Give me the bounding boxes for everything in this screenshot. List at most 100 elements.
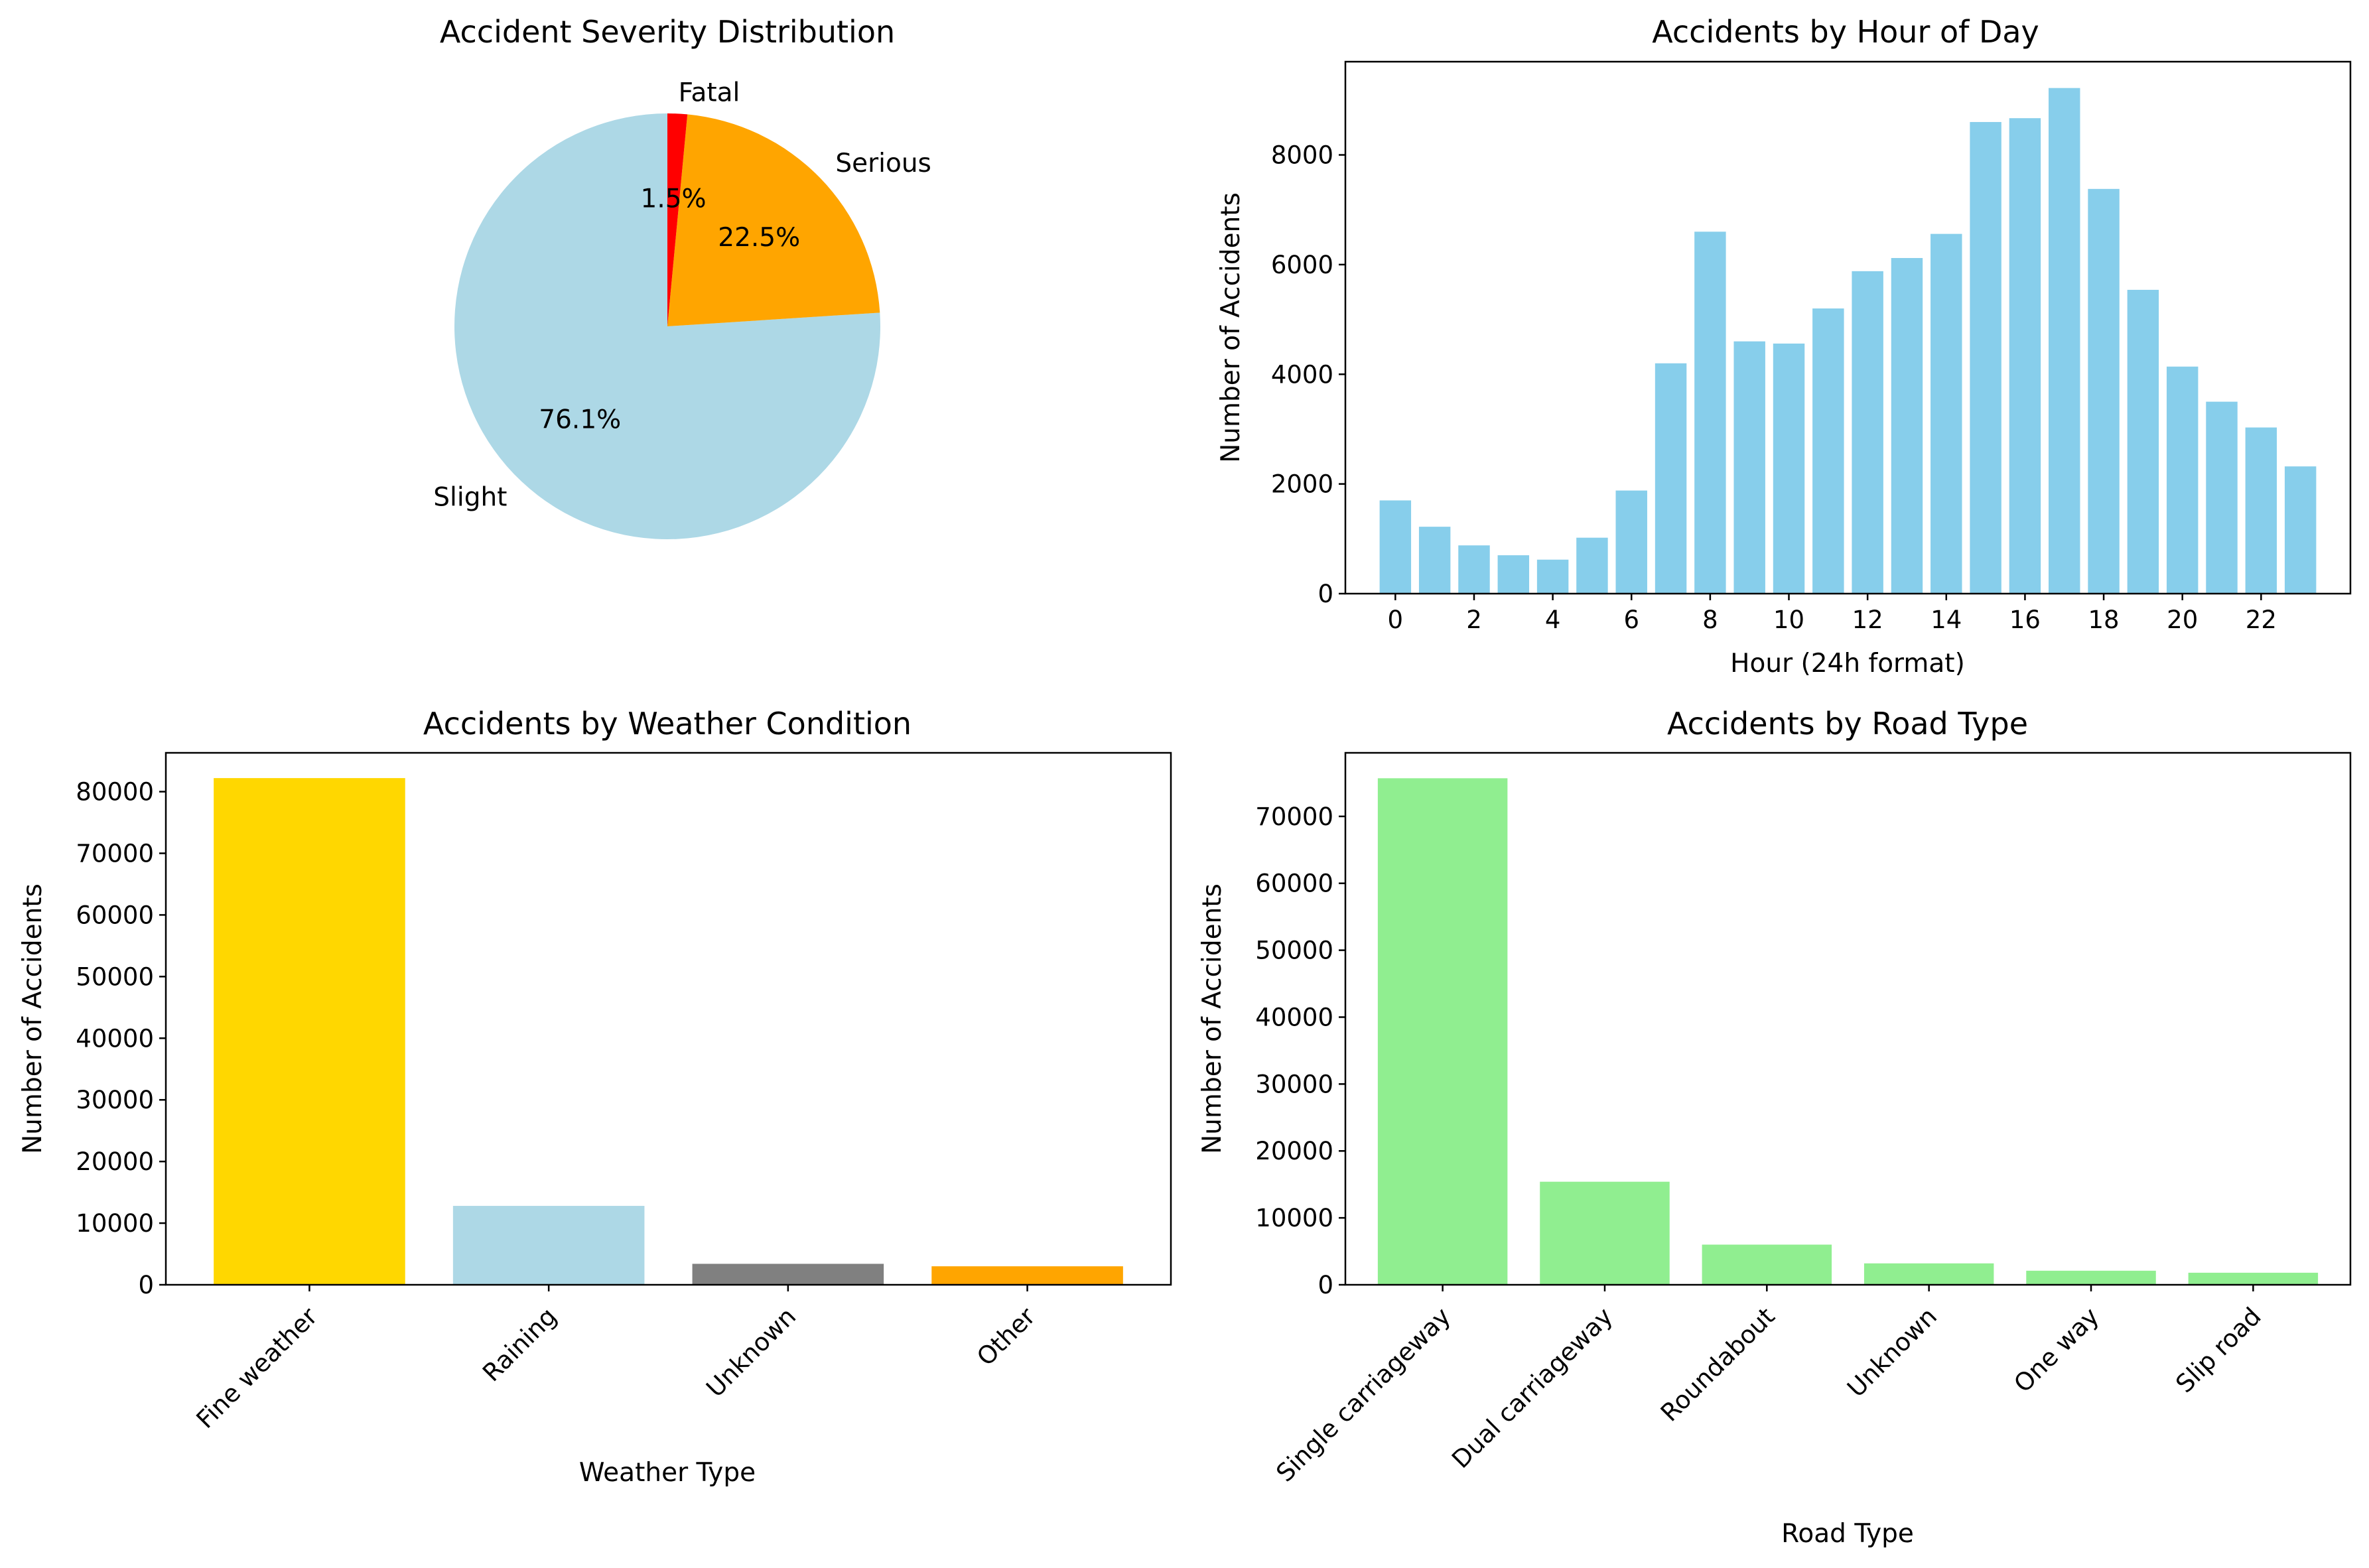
weather-ylabel: Number of Accidents xyxy=(18,883,48,1154)
road-bar xyxy=(1702,1244,1832,1285)
hour-ytick-label: 2000 xyxy=(1271,470,1333,499)
road-title: Accidents by Road Type xyxy=(1667,706,2028,742)
hour-bar xyxy=(1891,257,1923,594)
road-xtick-label: One way xyxy=(2008,1302,2104,1398)
hour-ytick-label: 0 xyxy=(1318,580,1333,608)
hour-bar xyxy=(1458,545,1490,594)
hour-bar xyxy=(1418,527,1451,594)
weather-xtick-label: Raining xyxy=(477,1302,562,1387)
weather-xtick-label: Unknown xyxy=(701,1302,801,1403)
pie-label-serious: Serious xyxy=(835,149,931,178)
hour-xtick-label: 20 xyxy=(2167,606,2198,634)
hour-ylabel: Number of Accidents xyxy=(1216,192,1246,463)
severity-pie-chart: Accident Severity Distribution Slight 76.… xyxy=(433,14,931,539)
pie-slice-slight xyxy=(454,113,880,539)
hour-bar xyxy=(1655,363,1687,594)
hour-bar xyxy=(1497,555,1530,594)
road-bar xyxy=(2026,1270,2156,1285)
pie-slice-serious xyxy=(667,114,880,327)
road-ytick-label: 40000 xyxy=(1255,1003,1333,1031)
weather-bar xyxy=(452,1206,645,1285)
hour-bar xyxy=(2009,118,2041,594)
hour-bar xyxy=(2245,427,2277,594)
road-bar xyxy=(1540,1181,1670,1285)
road-plot-frame xyxy=(1344,751,2352,1286)
weather-ytick-label: 30000 xyxy=(76,1086,154,1114)
pie-label-slight: Slight xyxy=(433,483,507,513)
weather-ytick-label: 40000 xyxy=(76,1024,154,1053)
hour-bar xyxy=(1773,343,1805,594)
hour-bar xyxy=(2127,289,2159,594)
hour-xlabel: Hour (24h format) xyxy=(1730,649,1965,679)
road-xtick-label: Unknown xyxy=(1842,1302,1942,1403)
hour-bar xyxy=(1852,271,1883,594)
hour-ytick-label: 8000 xyxy=(1271,141,1333,170)
weather-ytick-label: 80000 xyxy=(76,778,154,807)
hour-bar xyxy=(2166,366,2199,594)
hour-xtick-label: 12 xyxy=(1852,606,1883,634)
road-xtick-label: Dual carriageway xyxy=(1446,1302,1618,1474)
weather-ytick-label: 10000 xyxy=(76,1209,154,1238)
pie-title: Accident Severity Distribution xyxy=(440,14,895,50)
pie-label-fatal: Fatal xyxy=(679,78,740,107)
hour-xtick-label: 8 xyxy=(1702,606,1718,634)
hour-ytick-label: 4000 xyxy=(1271,360,1333,389)
road-ylabel: Number of Accidents xyxy=(1197,883,1227,1154)
hour-xtick-label: 2 xyxy=(1466,606,1482,634)
weather-ytick-label: 70000 xyxy=(76,839,154,868)
hour-xtick-label: 22 xyxy=(2246,606,2277,634)
hour-bar xyxy=(1694,231,1726,594)
hour-bar xyxy=(2206,401,2238,594)
hour-bar xyxy=(1733,341,1765,594)
hour-xtick-label: 10 xyxy=(1773,606,1804,634)
weather-ytick-label: 50000 xyxy=(76,962,154,991)
hour-bar-chart: Accidents by Hour of Day 020004000600080… xyxy=(1216,14,2352,679)
road-bar xyxy=(1863,1263,1994,1285)
hour-xtick-label: 6 xyxy=(1623,606,1639,634)
hour-bar xyxy=(2049,88,2080,594)
road-ytick-label: 50000 xyxy=(1255,937,1333,965)
hour-ytick-label: 6000 xyxy=(1271,251,1333,279)
weather-bar-chart: Accidents by Weather Condition 0 10000 200… xyxy=(18,706,1172,1488)
weather-bar xyxy=(931,1266,1123,1285)
hour-xtick-label: 4 xyxy=(1545,606,1561,634)
pie-slice-fatal xyxy=(667,113,688,326)
road-bar xyxy=(2188,1272,2319,1285)
hour-bar xyxy=(1970,121,2001,594)
hour-xtick-label: 0 xyxy=(1388,606,1404,634)
road-xlabel: Road Type xyxy=(1781,1519,1914,1549)
road-ytick-label: 20000 xyxy=(1255,1137,1333,1165)
weather-plot-frame xyxy=(165,751,1172,1286)
weather-xtick-label: Fine weather xyxy=(191,1301,324,1434)
hour-title: Accidents by Hour of Day xyxy=(1652,14,2039,50)
road-bar-chart: Accidents by Road Type 0 10000 20000 30000 4… xyxy=(1197,706,2352,1549)
hour-xtick-label: 16 xyxy=(2009,606,2041,634)
road-ytick-label: 10000 xyxy=(1255,1204,1333,1232)
weather-bar xyxy=(214,778,405,1285)
weather-xtick-label: Other xyxy=(971,1301,1041,1371)
hour-bar xyxy=(2088,188,2120,594)
road-ytick-label: 30000 xyxy=(1255,1070,1333,1098)
hour-plot-frame xyxy=(1344,60,2352,595)
pie-pct-serious: 22.5% xyxy=(718,223,800,253)
road-xtick-label: Roundabout xyxy=(1655,1302,1781,1427)
weather-bar xyxy=(692,1264,884,1285)
road-ytick-label: 0 xyxy=(1318,1271,1333,1299)
weather-ytick-label: 0 xyxy=(138,1271,154,1299)
hour-bar xyxy=(1536,559,1569,594)
pie-pct-fatal: 1.5% xyxy=(641,184,707,214)
road-bar xyxy=(1377,778,1508,1285)
road-xtick-label: Slip road xyxy=(2170,1302,2266,1398)
hour-bar xyxy=(1379,500,1412,594)
hour-bar xyxy=(1812,308,1844,594)
road-xtick-label: Single carriageway xyxy=(1270,1302,1456,1488)
pie-pct-slight: 76.1% xyxy=(539,405,621,434)
hour-xtick-label: 14 xyxy=(1930,606,1962,634)
hour-bar xyxy=(2284,466,2317,594)
hour-bar xyxy=(1930,233,1962,594)
road-ytick-label: 60000 xyxy=(1255,870,1333,898)
road-ytick-label: 70000 xyxy=(1255,803,1333,831)
weather-ytick-label: 20000 xyxy=(76,1147,154,1176)
weather-xlabel: Weather Type xyxy=(579,1458,756,1488)
